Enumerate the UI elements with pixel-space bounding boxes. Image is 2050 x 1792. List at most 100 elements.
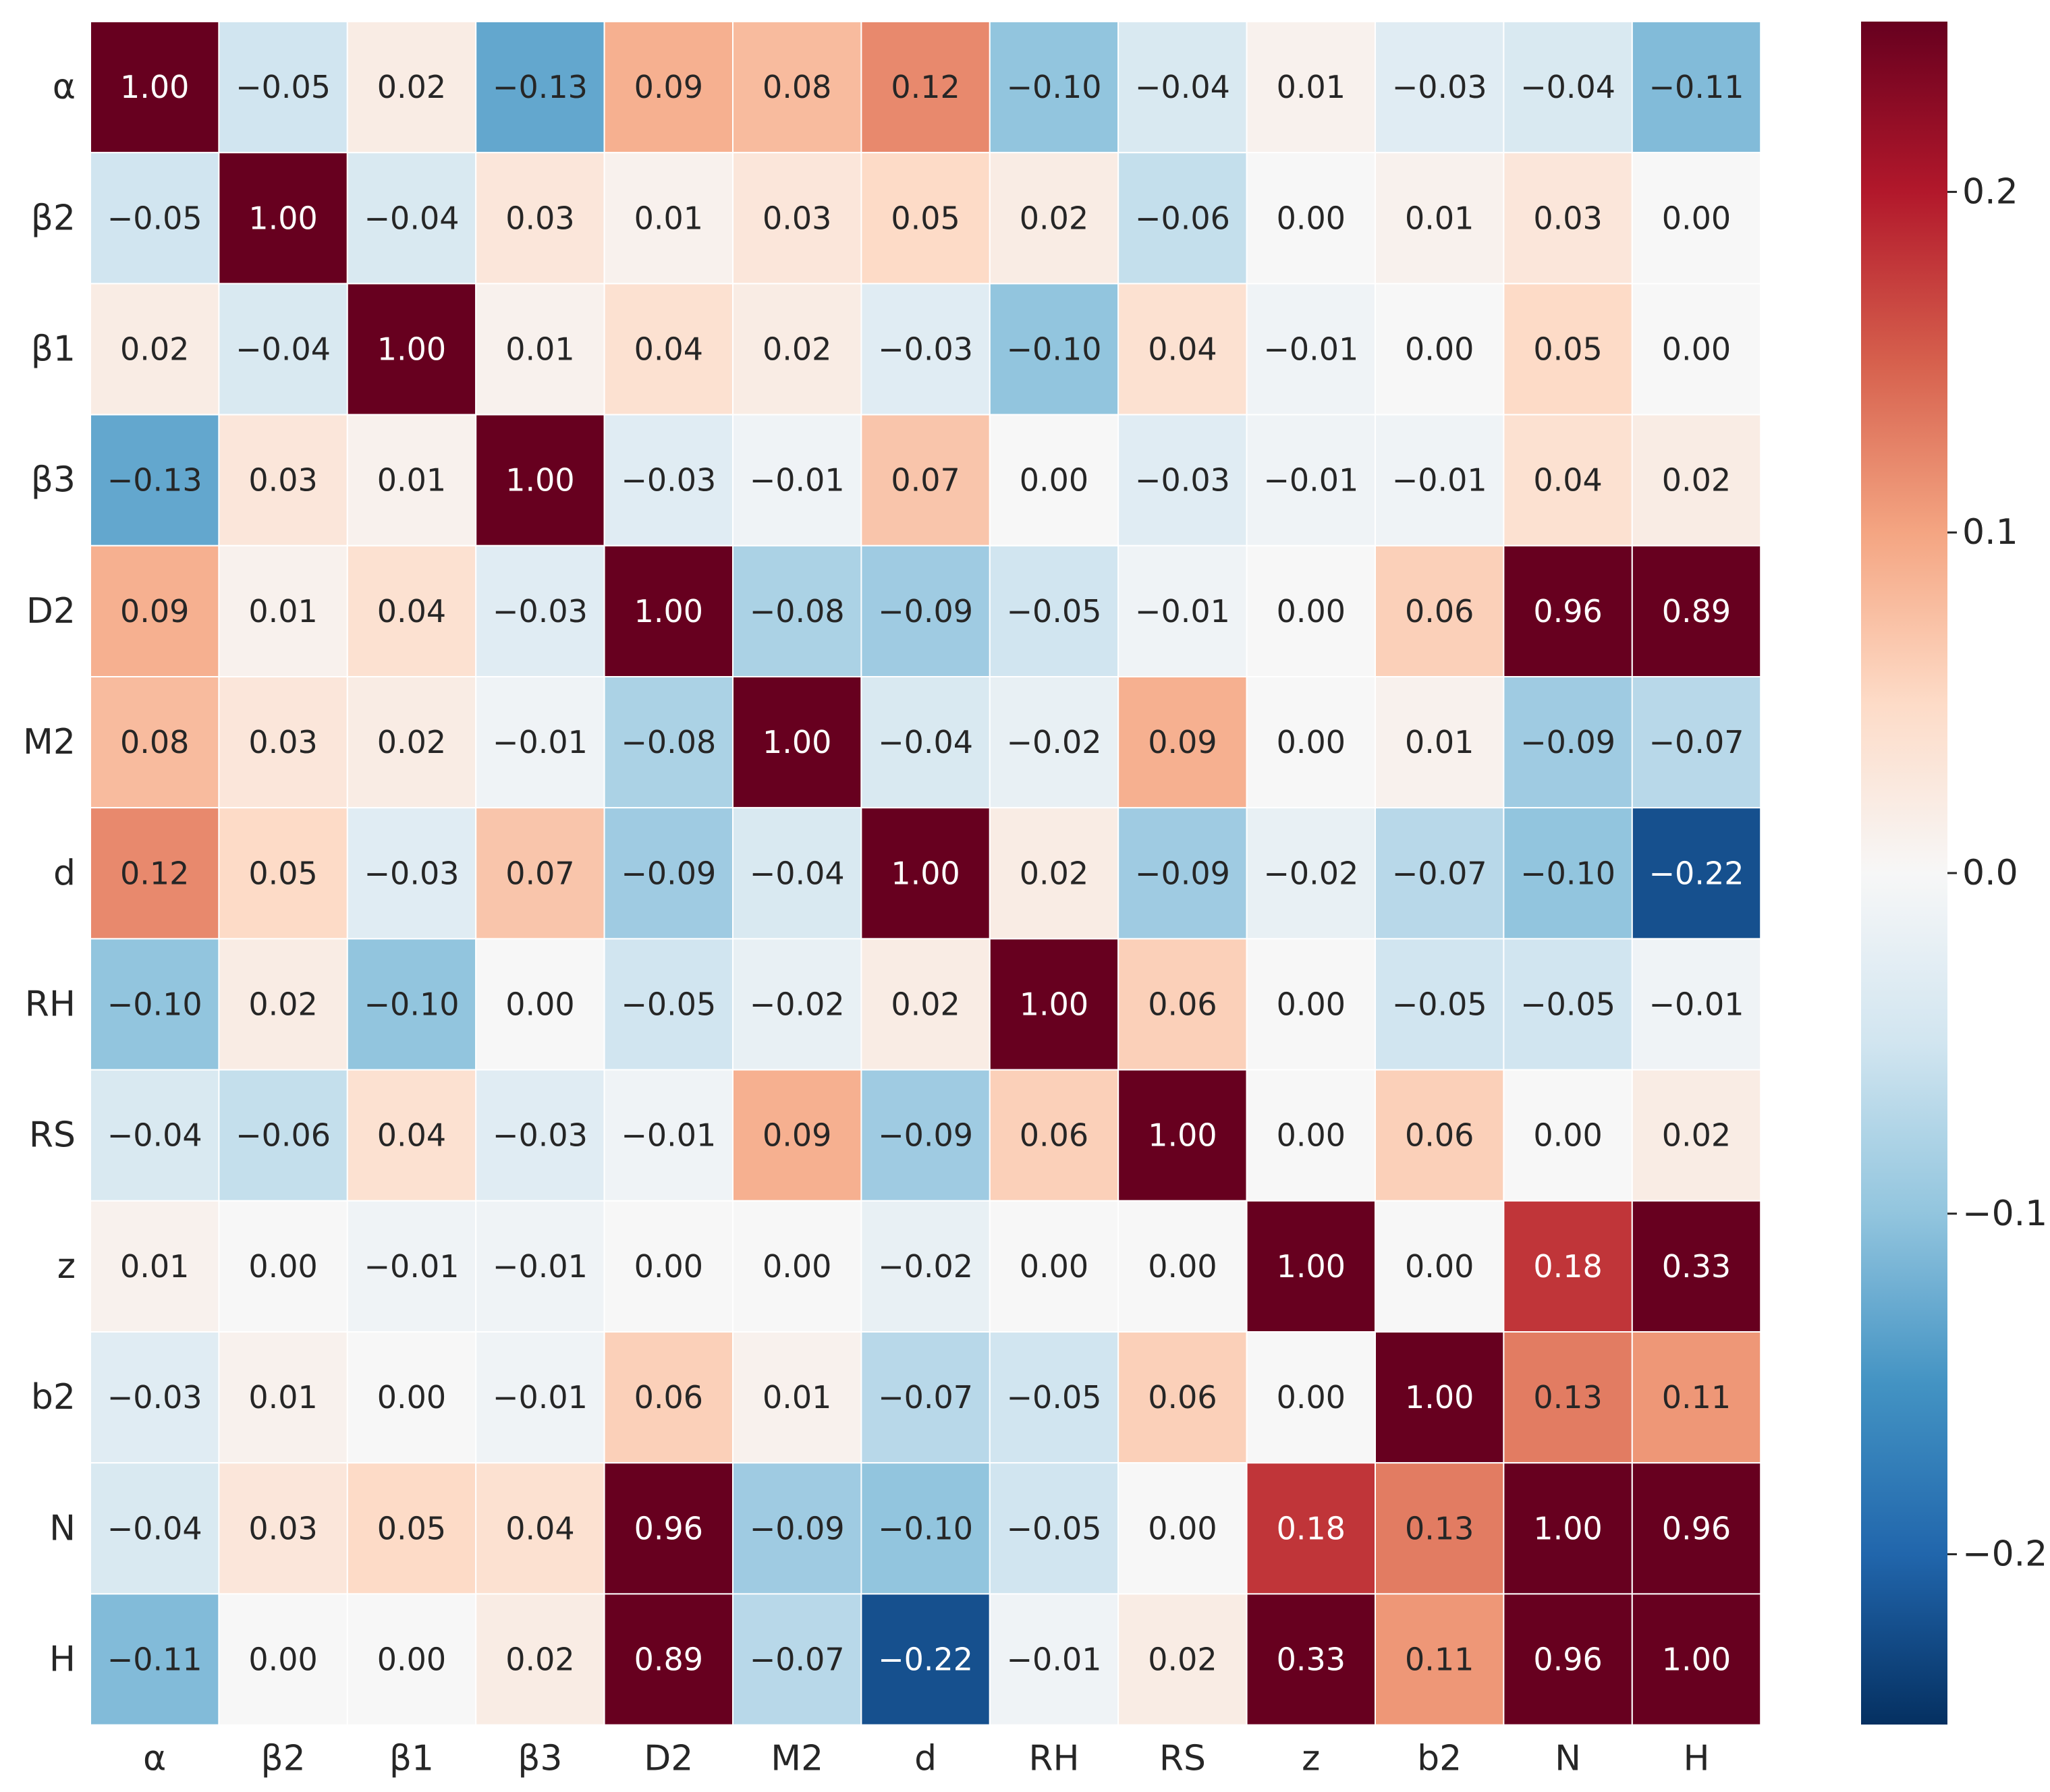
heatmap-cell-M2-D2 (603, 676, 733, 809)
x-tick-label: z (1302, 1739, 1320, 1779)
cell-value-label: 0.00 (1405, 1248, 1474, 1285)
cell-value-label: −0.04 (878, 724, 973, 760)
heatmap-cell-u3b21-b2 (1375, 283, 1505, 416)
heatmap-cell-RH-b2 (1375, 938, 1505, 1071)
cell-value-label: 0.96 (1533, 1642, 1602, 1678)
colorbar-tick-label: −0.2 (1962, 1534, 2047, 1575)
heatmap-cell-b2-b2 (1375, 1331, 1505, 1464)
heatmap-cell-u3b1-RH (989, 21, 1119, 154)
heatmap-cell-z-d (860, 1200, 991, 1333)
heatmap-cell-u3b23-b2 (1375, 414, 1505, 547)
heatmap-cell-M2-u3b1 (90, 676, 220, 809)
colorbar-tick-label: 0.1 (1962, 512, 2018, 553)
x-tick-label: β3 (518, 1739, 562, 1779)
cell-value-label: 0.08 (763, 69, 831, 105)
cell-value-label: 0.02 (1662, 462, 1731, 499)
cell-value-label: 0.00 (1533, 1117, 1602, 1154)
heatmap-cell-z-u3b22 (218, 1200, 348, 1333)
cell-value-label: 0.01 (763, 1379, 831, 1416)
heatmap-cell-u3b22-RS (1117, 152, 1248, 285)
heatmap-cell-d-D2 (603, 807, 733, 940)
heatmap-cell-H-D2 (603, 1593, 733, 1726)
cell-value-label: 0.00 (1662, 331, 1731, 368)
heatmap-cell-z-RS (1117, 1200, 1248, 1333)
heatmap-cell-labels: 1.00 −0.05 0.02 −0.13 0.09 0.08 0.12 −0.10 −0.04… (107, 69, 1744, 1677)
y-tick-label: α (53, 67, 76, 107)
heatmap-cell-RS-M2 (732, 1069, 862, 1202)
cell-value-label: −0.01 (1135, 593, 1230, 629)
cell-value-label: −0.06 (1135, 200, 1230, 236)
cell-value-label: 0.04 (1533, 462, 1602, 499)
cell-value-label: 0.00 (1277, 200, 1346, 236)
heatmap-cell-u3b23-RH (989, 414, 1119, 547)
heatmap-cell-u3b21-D2 (603, 283, 733, 416)
heatmap-cell-u3b22-z (1246, 152, 1376, 285)
cell-value-label: −0.07 (750, 1642, 845, 1678)
cell-value-label: 0.18 (1533, 1248, 1602, 1285)
cell-value-label: −0.05 (107, 200, 202, 236)
heatmap-cell-M2-u3b21 (346, 676, 477, 809)
heatmap-cell-M2-RS (1117, 676, 1248, 809)
heatmap-cell-u3b22-H (1631, 152, 1762, 285)
cell-value-label: 1.00 (763, 724, 831, 760)
cell-value-label: 0.02 (891, 986, 960, 1023)
heatmap-cell-N-u3b22 (218, 1462, 348, 1595)
cell-value-label: 0.00 (377, 1642, 446, 1678)
cell-value-label: 1.00 (120, 69, 189, 105)
cell-value-label: 0.03 (763, 200, 831, 236)
cell-value-label: −0.01 (1263, 331, 1358, 368)
heatmap-cell-u3b23-M2 (732, 414, 862, 547)
heatmap-cell-z-RH (989, 1200, 1119, 1333)
cell-value-label: −0.09 (621, 855, 716, 891)
cell-value-label: −0.09 (1135, 855, 1230, 891)
colorbar-tick-label: −0.1 (1962, 1194, 2047, 1234)
heatmap-cell-M2-z (1246, 676, 1376, 809)
cell-value-label: 0.02 (1020, 200, 1088, 236)
heatmap-cell-u3b22-RH (989, 152, 1119, 285)
heatmap-cell-RS-RH (989, 1069, 1119, 1202)
cell-value-label: 1.00 (505, 462, 574, 499)
cell-value-label: −0.08 (621, 724, 716, 760)
heatmap-cell-z-b2 (1375, 1200, 1505, 1333)
cell-value-label: 0.00 (634, 1248, 703, 1285)
cell-value-label: −0.01 (750, 462, 845, 499)
cell-value-label: −0.01 (1392, 462, 1487, 499)
heatmap-cell-u3b22-u3b22 (218, 152, 348, 285)
cell-value-label: 1.00 (634, 593, 703, 629)
cell-value-label: 0.05 (891, 200, 960, 236)
cell-value-label: 0.00 (1277, 593, 1346, 629)
heatmap-cell-RH-d (860, 938, 991, 1071)
cell-value-label: −0.05 (1007, 593, 1102, 629)
heatmap-cell-RS-u3b22 (218, 1069, 348, 1202)
cell-value-label: 0.96 (634, 1510, 703, 1546)
y-tick-label: D2 (26, 591, 76, 632)
heatmap-cell-RH-RH (989, 938, 1119, 1071)
heatmap-cell-D2-D2 (603, 544, 733, 677)
heatmap-cell-d-RS (1117, 807, 1248, 940)
heatmap-cell-N-RS (1117, 1462, 1248, 1595)
heatmap-cell-u3b23-H (1631, 414, 1762, 547)
heatmap-cell-RH-u3b21 (346, 938, 477, 1071)
heatmap-cell-d-d (860, 807, 991, 940)
heatmap-cell-u3b22-u3b1 (90, 152, 220, 285)
cell-value-label: 0.00 (1148, 1248, 1217, 1285)
cell-value-label: 0.02 (248, 986, 317, 1023)
cell-value-label: −0.02 (750, 986, 845, 1023)
cell-value-label: 0.11 (1662, 1379, 1731, 1416)
cell-value-label: −0.02 (1007, 724, 1102, 760)
cell-value-label: 0.02 (763, 331, 831, 368)
cell-value-label: 0.00 (1277, 1117, 1346, 1154)
heatmap-cell-d-u3b23 (475, 807, 605, 940)
colorbar-tick-label: 0.2 (1962, 171, 2018, 212)
colorbar (1861, 22, 1947, 1725)
cell-value-label: −0.04 (236, 331, 331, 368)
heatmap-cell-u3b1-N (1503, 21, 1633, 154)
heatmap-cell-RS-RS (1117, 1069, 1248, 1202)
heatmap-cell-D2-N (1503, 544, 1633, 677)
heatmap-cell-D2-RS (1117, 544, 1248, 677)
x-tick-label: β1 (389, 1739, 434, 1779)
heatmap-cell-u3b23-N (1503, 414, 1633, 547)
cell-value-label: 0.02 (505, 1642, 574, 1678)
cell-value-label: 0.01 (248, 593, 317, 629)
heatmap-cell-d-b2 (1375, 807, 1505, 940)
